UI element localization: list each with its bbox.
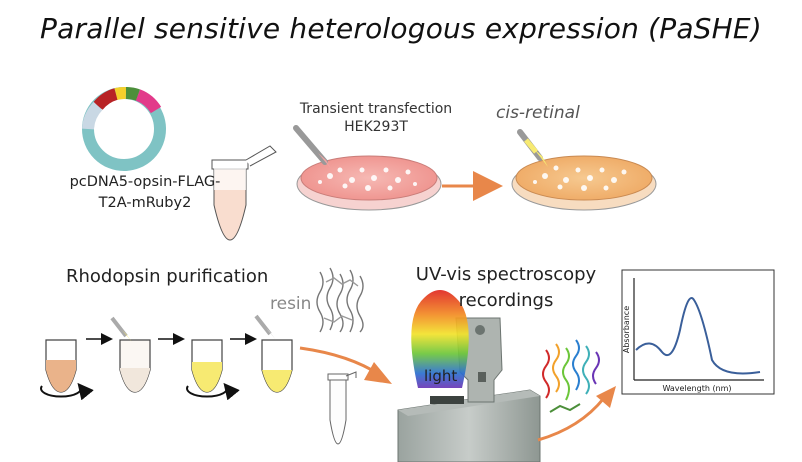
- eppendorf-tube-icon: [211, 145, 277, 241]
- purification-label: Rhodopsin purification: [66, 266, 269, 287]
- purification-arrow: [299, 346, 381, 377]
- transfection-label-line1: Transient transfection: [299, 101, 453, 117]
- vector-label: pcDNA5-opsin-FLAG- T2A-mRuby2: [40, 172, 250, 214]
- sample-tube-icon: [327, 371, 357, 445]
- spectroscopy-label-line1: UV-vis spectroscopy: [415, 264, 597, 285]
- transfection-label: Transient transfection HEK293T: [276, 100, 476, 136]
- colored-protein-structure-icon: [542, 339, 600, 413]
- retinal-dish-icon: [511, 129, 657, 211]
- absorbance-curve: [635, 297, 761, 375]
- plasmid-icon: [82, 86, 166, 171]
- spectroscopy-label: UV-vis spectroscopy recordings: [376, 262, 636, 314]
- spectroscopy-label-line2: recordings: [458, 290, 554, 311]
- transfection-dish-icon: [293, 125, 442, 211]
- graph-x-axis-label: Wavelength (nm): [662, 384, 732, 393]
- vector-label-line1: pcDNA5-opsin-FLAG-: [69, 174, 221, 190]
- retinal-label: cis-retinal: [496, 103, 580, 123]
- page-title: Parallel sensitive heterologous expressi…: [40, 12, 762, 45]
- purification-tubes: [40, 314, 293, 401]
- transfection-label-line2: HEK293T: [344, 119, 408, 135]
- graph-y-axis-label: Absorbance: [622, 305, 632, 354]
- absorbance-graph: [621, 269, 775, 395]
- light-beam-icon: [411, 290, 469, 388]
- resin-label: resin: [270, 294, 312, 314]
- light-label: light: [424, 367, 458, 385]
- vector-label-line2: T2A-mRuby2: [98, 195, 192, 211]
- protein-structure-icon: [316, 267, 364, 333]
- result-arrow: [537, 397, 606, 442]
